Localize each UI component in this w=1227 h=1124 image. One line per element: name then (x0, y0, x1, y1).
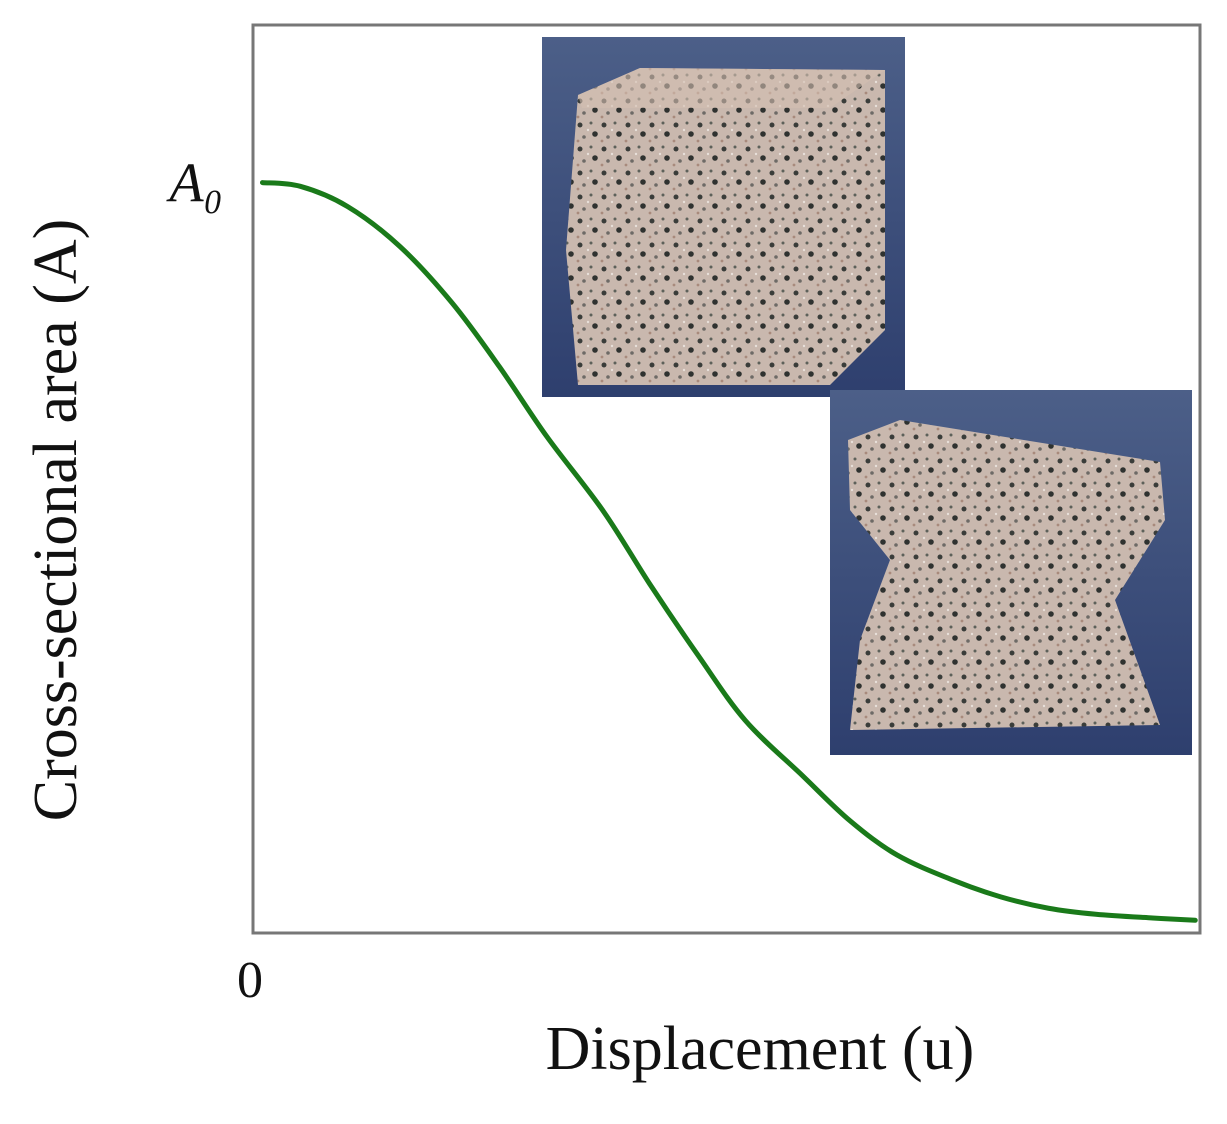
y-tick-label: A₀ (165, 152, 223, 214)
line-series (259, 180, 1198, 923)
y-axis-title: Cross-sectional area (A) (22, 219, 90, 822)
photo-intact-specimen (542, 37, 905, 397)
x-axis-title: Displacement (u) (546, 1015, 975, 1083)
photo-failed-specimen (830, 390, 1192, 755)
x-tick-label: 0 (237, 952, 263, 1009)
plot-frame (251, 23, 1202, 935)
